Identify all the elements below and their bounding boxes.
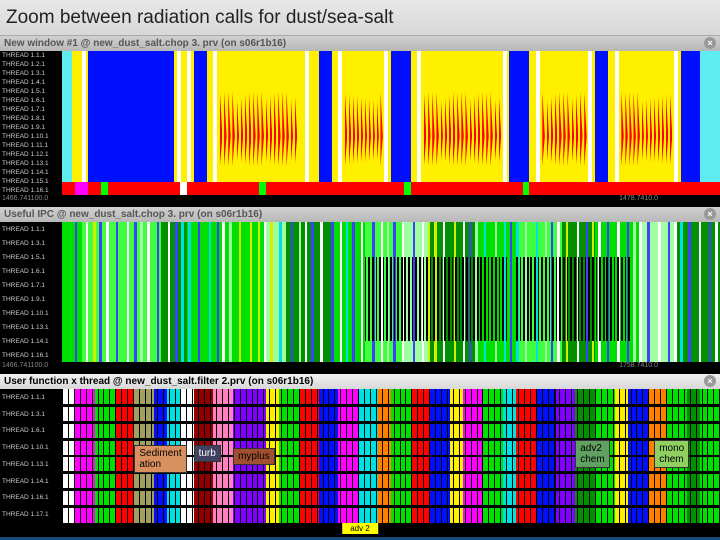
close-icon[interactable]: ×: [704, 375, 716, 387]
thread-label: THREAD 1.17.1: [0, 506, 62, 523]
window-title-3: User function x thread @ new_dust_salt.f…: [4, 376, 313, 387]
thread-label: THREAD 1.3.1: [0, 236, 62, 250]
thread-label: THREAD 1.16.1: [0, 348, 62, 362]
window-titlebar-3: User function x thread @ new_dust_salt.f…: [0, 374, 720, 389]
thread-label: THREAD 1.16.1: [0, 490, 62, 507]
thread-label: THREAD 1.9.1: [0, 292, 62, 306]
thread-label: THREAD 1.10.1: [0, 439, 62, 456]
thread-label: THREAD 1.1.1: [0, 51, 62, 60]
thread-label: THREAD 1.6.1: [0, 264, 62, 278]
thread-label: THREAD 1.1.1: [0, 222, 62, 236]
function-label: turb: [194, 445, 221, 462]
thread-label: THREAD 1.14.1: [0, 168, 62, 177]
slide-header: Zoom between radiation calls for dust/se…: [0, 0, 720, 36]
trace-view-1[interactable]: THREAD 1.1.1THREAD 1.2.1THREAD 1.3.1THRE…: [0, 51, 720, 195]
thread-label: THREAD 1.10.1: [0, 132, 62, 141]
thread-label: THREAD 1.13.1: [0, 320, 62, 334]
thread-label: THREAD 1.12.1: [0, 150, 62, 159]
page-title: Zoom between radiation calls for dust/se…: [6, 7, 394, 29]
thread-labels-2: THREAD 1.1.1THREAD 1.3.1THREAD 1.5.1THRE…: [0, 222, 62, 362]
thread-label: THREAD 1.5.1: [0, 250, 62, 264]
function-label: Sediment ation: [134, 445, 186, 473]
thread-label: THREAD 1.6.1: [0, 423, 62, 440]
thread-label: THREAD 1.3.1: [0, 406, 62, 423]
function-label: adv2 chem: [575, 440, 609, 468]
close-icon[interactable]: ×: [704, 208, 716, 220]
thread-label: THREAD 1.14.1: [0, 334, 62, 348]
thread-label: THREAD 1.9.1: [0, 123, 62, 132]
time-axis-1: 1466.741100.0 1478.7410.0: [0, 195, 720, 207]
trace-view-3[interactable]: THREAD 1.1.1THREAD 1.3.1THREAD 1.6.1THRE…: [0, 389, 720, 523]
trace-data-3[interactable]: Sediment ation turb myplus adv2 chem mono ch…: [62, 389, 720, 523]
thread-label: THREAD 1.15.1: [0, 177, 62, 186]
thread-label: THREAD 1.14.1: [0, 473, 62, 490]
thread-label: THREAD 1.11.1: [0, 141, 62, 150]
thread-label: THREAD 1.13.1: [0, 159, 62, 168]
thread-labels-1: THREAD 1.1.1THREAD 1.2.1THREAD 1.3.1THRE…: [0, 51, 62, 195]
window-title-2: Useful IPC @ new_dust_salt.chop 3. prv (…: [4, 209, 262, 220]
thread-label: THREAD 1.1.1: [0, 389, 62, 406]
trace-view-2[interactable]: THREAD 1.1.1THREAD 1.3.1THREAD 1.5.1THRE…: [0, 222, 720, 362]
thread-labels-3: THREAD 1.1.1THREAD 1.3.1THREAD 1.6.1THRE…: [0, 389, 62, 523]
window-titlebar-2: Useful IPC @ new_dust_salt.chop 3. prv (…: [0, 207, 720, 222]
thread-label: THREAD 1.16.1: [0, 186, 62, 195]
function-label: myplus: [233, 448, 275, 465]
bottom-status-bar: adv 2: [0, 523, 720, 537]
thread-label: THREAD 1.2.1: [0, 60, 62, 69]
function-label: mono chem: [654, 440, 689, 468]
time-axis-2: 1466.741100.0 1758.7410.0: [0, 362, 720, 374]
trace-data-2[interactable]: [62, 222, 720, 362]
close-icon[interactable]: ×: [704, 37, 716, 49]
thread-label: THREAD 1.4.1: [0, 78, 62, 87]
window-titlebar-1: New window #1 @ new_dust_salt.chop 3. pr…: [0, 36, 720, 51]
function-label: adv 2: [342, 523, 378, 534]
thread-label: THREAD 1.7.1: [0, 105, 62, 114]
thread-label: THREAD 1.5.1: [0, 87, 62, 96]
thread-label: THREAD 1.6.1: [0, 96, 62, 105]
thread-label: THREAD 1.7.1: [0, 278, 62, 292]
thread-label: THREAD 1.13.1: [0, 456, 62, 473]
thread-label: THREAD 1.10.1: [0, 306, 62, 320]
thread-label: THREAD 1.3.1: [0, 69, 62, 78]
thread-label: THREAD 1.8.1: [0, 114, 62, 123]
window-title-1: New window #1 @ new_dust_salt.chop 3. pr…: [4, 38, 286, 49]
trace-data-1[interactable]: [62, 51, 720, 195]
